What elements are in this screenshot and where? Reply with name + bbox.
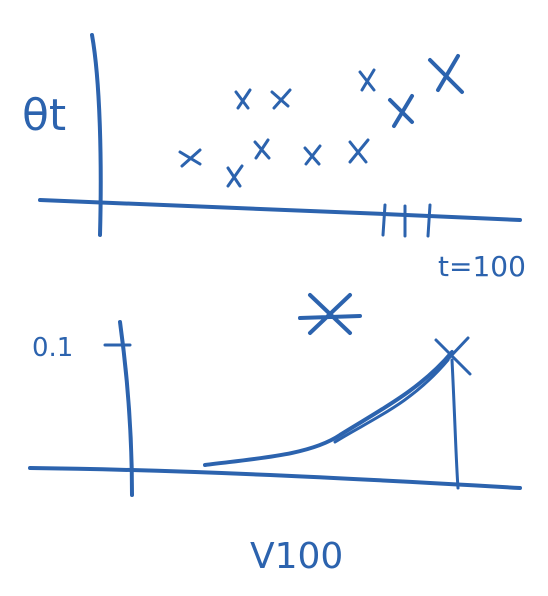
x-axis xyxy=(38,198,522,222)
point xyxy=(428,54,464,94)
vertical-line xyxy=(450,358,460,490)
end-point xyxy=(432,336,472,376)
y-axis xyxy=(118,320,134,497)
top-points xyxy=(178,54,464,188)
point xyxy=(358,68,376,92)
point xyxy=(234,88,252,110)
star xyxy=(298,293,362,335)
point xyxy=(388,94,414,128)
y-tick-label: 0.1 xyxy=(32,333,73,363)
point xyxy=(253,138,271,160)
curve xyxy=(203,350,454,467)
tick-marks xyxy=(381,203,432,238)
x-label: V100 xyxy=(250,536,343,577)
point xyxy=(270,88,292,110)
point xyxy=(303,144,322,166)
top-axes xyxy=(38,33,522,238)
x-label: t=100 xyxy=(438,250,526,283)
point xyxy=(178,148,202,168)
bottom-axes xyxy=(28,320,522,497)
point xyxy=(348,138,370,164)
x-axis xyxy=(28,466,522,490)
y-label: θt xyxy=(22,90,66,141)
point xyxy=(226,164,244,188)
y-axis xyxy=(90,33,103,237)
